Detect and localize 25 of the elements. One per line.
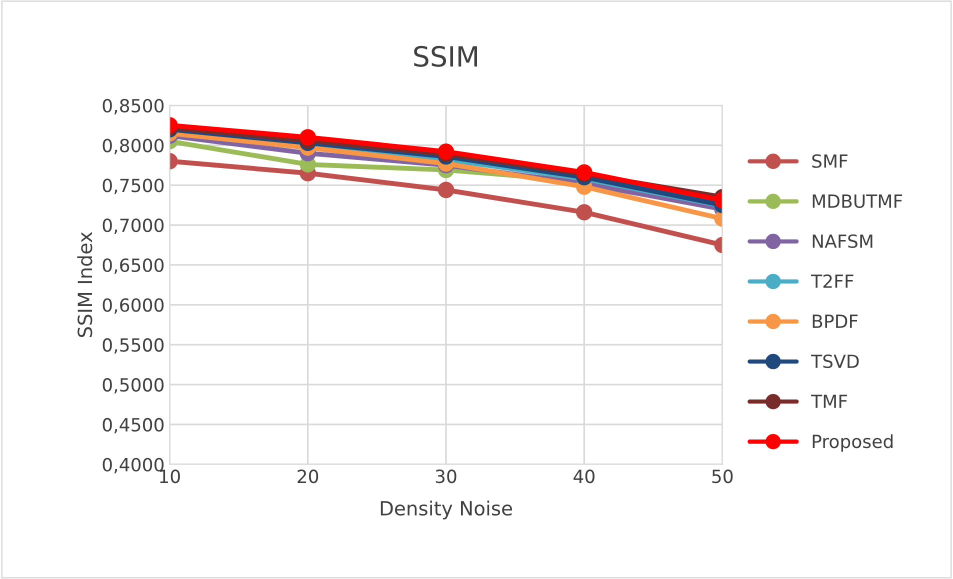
legend-label: MDBUTMF (812, 194, 902, 208)
chart-title: SSIM (414, 46, 477, 67)
x-axis-title: Density Noise (380, 500, 512, 520)
y-tick-label: 0,4500 (102, 418, 164, 434)
y-tick-label: 0,5000 (102, 378, 164, 394)
y-tick-label: 0,8000 (102, 138, 164, 154)
legend-label: NAFSM (812, 234, 872, 248)
legend-label: BPDF (812, 314, 858, 328)
legend-label: Proposed (812, 434, 893, 452)
y-tick-label: 0,8500 (102, 98, 164, 114)
legend-label: TSVD (811, 354, 859, 368)
y-tick-label: 0,7500 (102, 178, 164, 194)
y-tick-label: 0,6500 (102, 258, 164, 274)
y-tick-label: 0,5500 (102, 338, 164, 354)
legend-label: TMF (811, 394, 848, 408)
y-tick-label: 0,6000 (102, 298, 164, 314)
y-axis-title: SSIM Index (77, 232, 92, 338)
x-tick-label: 50 (712, 470, 733, 484)
x-tick-label: 40 (574, 470, 594, 484)
point (438, 182, 454, 198)
x-tick-label: 30 (436, 470, 456, 484)
x-tick-label: 20 (298, 470, 318, 484)
legend-label: SMF (812, 154, 848, 168)
y-tick-label: 0,7000 (102, 218, 164, 234)
legend-label: T2FF (811, 274, 854, 288)
